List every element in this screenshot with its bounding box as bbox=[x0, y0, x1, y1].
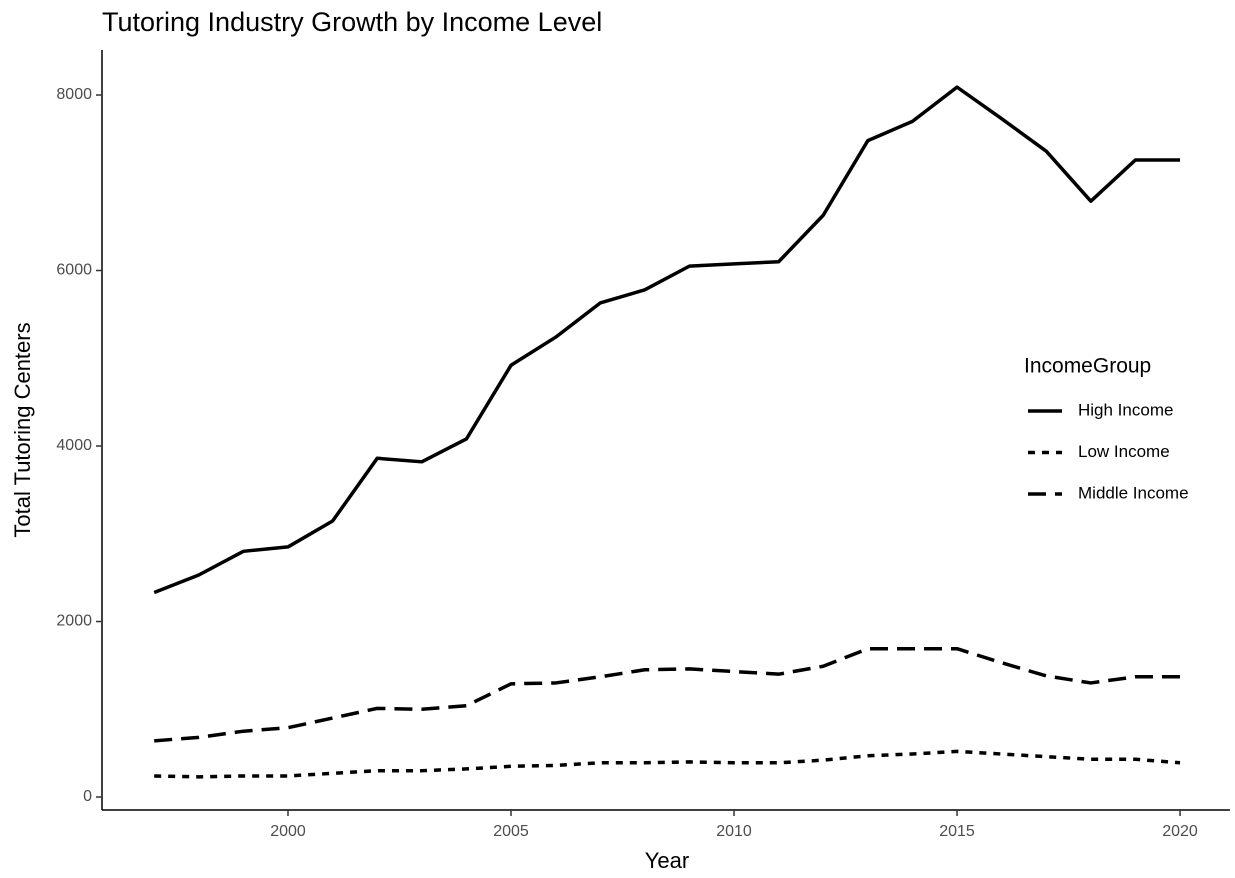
legend-label: High Income bbox=[1078, 400, 1173, 419]
x-tick-label: 2015 bbox=[939, 823, 975, 840]
y-tick-label: 8000 bbox=[56, 86, 92, 103]
x-tick-label: 2020 bbox=[1162, 823, 1198, 840]
y-tick-label: 6000 bbox=[56, 262, 92, 279]
legend-label: Low Income bbox=[1078, 442, 1170, 461]
y-tick-label: 2000 bbox=[56, 613, 92, 630]
legend-label: Middle Income bbox=[1078, 483, 1189, 502]
series-line bbox=[153, 85, 1181, 595]
x-tick-label: 2000 bbox=[270, 823, 306, 840]
y-tick-label: 0 bbox=[83, 788, 92, 805]
series-line bbox=[154, 646, 1181, 743]
y-axis-label: Total Tutoring Centers bbox=[10, 322, 35, 537]
y-tick-label: 4000 bbox=[56, 437, 92, 454]
chart-title: Tutoring Industry Growth by Income Level bbox=[102, 7, 602, 37]
legend-title: IncomeGroup bbox=[1024, 355, 1151, 378]
x-tick-label: 2005 bbox=[493, 823, 529, 840]
x-tick-label: 2010 bbox=[716, 823, 752, 840]
series-line bbox=[154, 749, 1181, 779]
x-axis-label: Year bbox=[645, 848, 689, 873]
